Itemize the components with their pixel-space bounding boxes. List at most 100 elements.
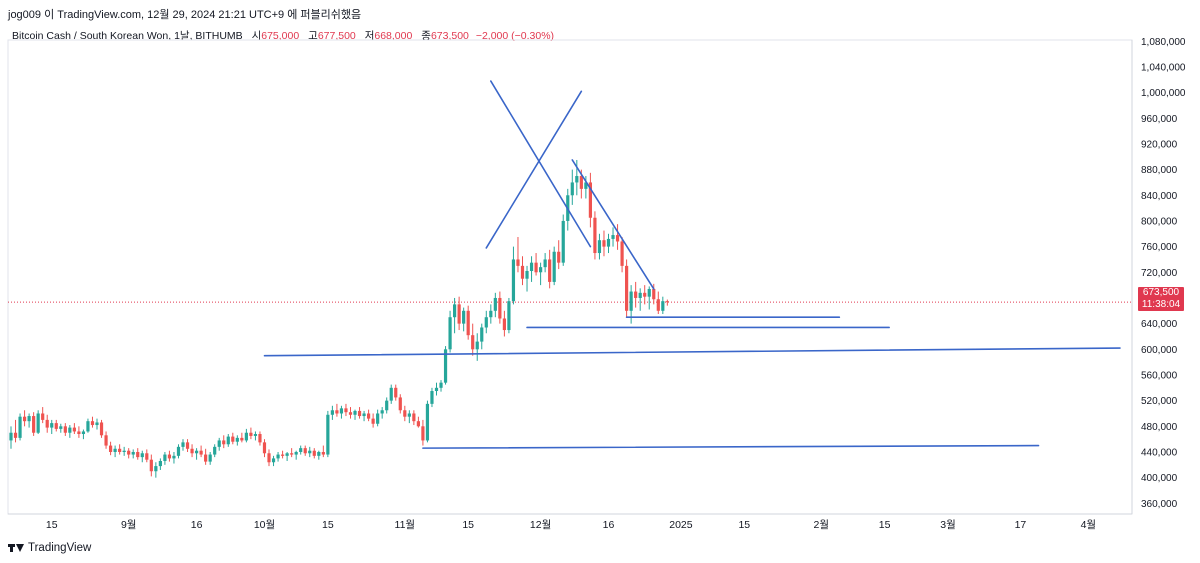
candle-body [475,341,479,350]
support-long [263,347,1121,357]
candle-body [213,446,217,455]
candle-body [430,391,434,404]
candle-body [217,440,221,447]
candle-body [181,442,185,447]
candle-body [231,436,235,442]
y-tick-label: 360,000 [1141,499,1178,510]
candle-body [570,182,574,196]
candle-body [194,450,199,454]
candle-body [493,297,497,311]
candle-countdown: 11:38:04 [1141,299,1181,310]
open-label: 시 [251,30,262,42]
x-tick-label: 3월 [940,519,956,531]
x-tick-label: 12월 [530,519,551,531]
candle-body [36,413,40,433]
candle-body [647,288,651,297]
candle-body [339,408,344,414]
candle-body [597,240,602,254]
candle-body [665,301,669,303]
candle-body [579,176,583,189]
candle-body [425,403,430,441]
candle-body [412,413,416,422]
candle-body [271,458,276,463]
candle-body [403,410,407,417]
candle-body [54,423,58,429]
candle-body [113,448,117,452]
y-tick-label: 920,000 [1141,139,1178,150]
candle-body [552,251,556,282]
candle-body [330,410,334,415]
candle-body [226,436,230,445]
open-value: 675,000 [261,30,300,42]
y-tick-label: 1,000,000 [1141,88,1186,99]
candle-body [516,259,520,266]
candle-body [262,442,267,454]
candle-body [303,448,307,454]
candle-body [652,288,656,300]
candle-body [588,182,592,218]
candle-body [389,387,393,401]
candle-body [140,453,144,458]
x-tick-label: 15 [46,519,58,531]
x-tick-label: 15 [322,519,334,531]
tradingview-brand: TradingView [28,542,92,554]
candle-body [457,304,461,324]
x-tick-label: 17 [1015,519,1027,531]
candle-body [27,416,31,422]
x-tick-label: 11월 [395,519,416,531]
candle-body [204,454,208,462]
candle-body [131,451,135,455]
candle-body [41,413,45,420]
candle-body [280,454,285,456]
candle-body [606,238,611,247]
candle-body [575,176,579,183]
candle-body [163,454,167,461]
candle-body [534,262,538,273]
candle-body [471,335,475,350]
candle-body [376,413,380,424]
x-tick-label: 10월 [254,519,275,531]
candle-body [136,451,140,458]
candle-body [285,453,289,456]
x-tick-label: 15 [738,519,750,531]
y-tick-label: 720,000 [1141,268,1178,279]
candle-body [656,299,660,311]
candle-body [267,453,271,463]
candle-body [362,413,366,417]
candle-body [625,265,629,311]
candle-body [629,291,633,311]
candle-body [154,466,158,472]
y-tick-label: 1,080,000 [1141,37,1186,48]
y-tick-label: 560,000 [1141,370,1178,381]
y-tick-label: 800,000 [1141,216,1178,227]
y-tick-label: 840,000 [1141,191,1178,202]
candle-body [32,416,36,433]
candle-body [407,413,411,417]
candle-body [634,291,638,298]
candle-body [543,259,547,268]
y-tick-label: 880,000 [1141,165,1178,176]
candle-body [253,434,258,436]
candle-body [615,235,620,242]
candle-body [199,450,203,455]
candle-body [380,410,384,414]
y-tick-label: 600,000 [1141,345,1178,356]
candle-body [99,422,104,436]
candle-body [584,182,588,189]
high-label: 고 [308,30,318,42]
candle-body [158,460,162,467]
candle-body [434,387,439,392]
y-tick-label: 400,000 [1141,473,1178,484]
last-price-tag: 673,500 11:38:04 [1138,287,1184,311]
x-tick-label: 9월 [121,519,137,531]
candle-body [561,220,565,263]
candle-body [321,451,325,455]
candle-body [439,382,443,388]
candle-body [462,310,466,324]
last-price-value: 673,500 [1142,287,1180,298]
candle-body [520,265,525,279]
x-tick-label: 4월 [1081,519,1097,531]
y-tick-label: 640,000 [1141,319,1178,330]
